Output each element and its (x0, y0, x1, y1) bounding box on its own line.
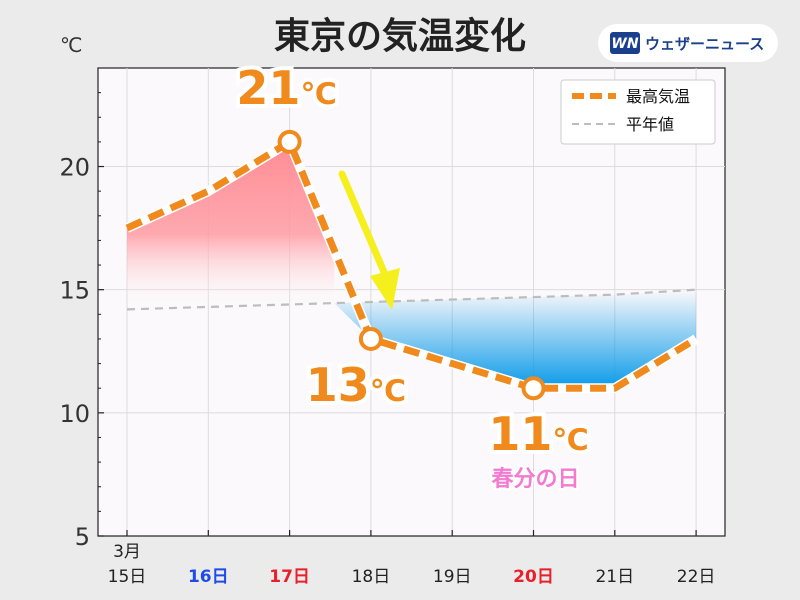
legend: 最高気温 平年値 (560, 79, 716, 145)
logo-mark: WN (611, 36, 638, 52)
callout-unit: ℃ (552, 423, 588, 458)
x-tick-label: 21日 (595, 567, 634, 587)
area-fills (127, 141, 697, 389)
callout-unit: ℃ (300, 77, 336, 112)
arrow-shaft (338, 170, 388, 276)
x-tick-label: 16日 (188, 567, 229, 587)
legend-normal-label: 平年値 (626, 115, 674, 134)
data-point-marker (358, 326, 383, 351)
x-tick-label: 20日 (513, 567, 554, 587)
y-axis: 5 10 15 20 (59, 92, 104, 551)
y-tick-label: 5 (75, 523, 90, 551)
data-point-marker (277, 129, 302, 154)
normal-line (126, 288, 697, 311)
callout-value: 13 (306, 358, 370, 412)
y-tick-label: 15 (59, 277, 90, 305)
logo: WN ウェザーニュース (598, 24, 778, 62)
x-tick-label: 17日 (269, 567, 310, 587)
annotation-holiday: 春分の日 (491, 467, 579, 492)
x-tick-label: 19日 (433, 567, 472, 587)
logo-name: ウェザーニュース (645, 35, 764, 53)
callout-value: 11 (488, 407, 552, 461)
callout-unit: ℃ (370, 374, 406, 409)
callout-value: 21 (236, 61, 300, 115)
callout-label: 11℃ (488, 407, 588, 461)
cool-area (334, 289, 697, 389)
x-tick-month: 3月 (113, 542, 141, 562)
drop-arrow (338, 170, 400, 310)
callout-label: 13℃ (306, 358, 406, 412)
normal-series (126, 288, 697, 311)
max-line (125, 138, 698, 392)
x-tick-label: 18日 (352, 567, 391, 587)
warm-area (127, 141, 335, 310)
callout-label: 21℃ (236, 61, 336, 115)
markers (277, 129, 546, 401)
data-point-marker (521, 376, 546, 401)
chart-title: 東京の気温変化 (274, 15, 526, 57)
y-tick-label: 20 (59, 154, 90, 182)
x-axis: 3月 15日 16日 17日 18日 19日 20日 21日 22日 (108, 530, 716, 587)
legend-max-label: 最高気温 (626, 87, 690, 106)
max-series (124, 136, 699, 394)
arrow-head (370, 268, 400, 310)
y-tick-label: 10 (59, 400, 90, 428)
x-tick-label: 15日 (108, 567, 147, 587)
y-unit-label: ℃ (60, 33, 82, 57)
x-tick-label: 22日 (677, 567, 716, 587)
